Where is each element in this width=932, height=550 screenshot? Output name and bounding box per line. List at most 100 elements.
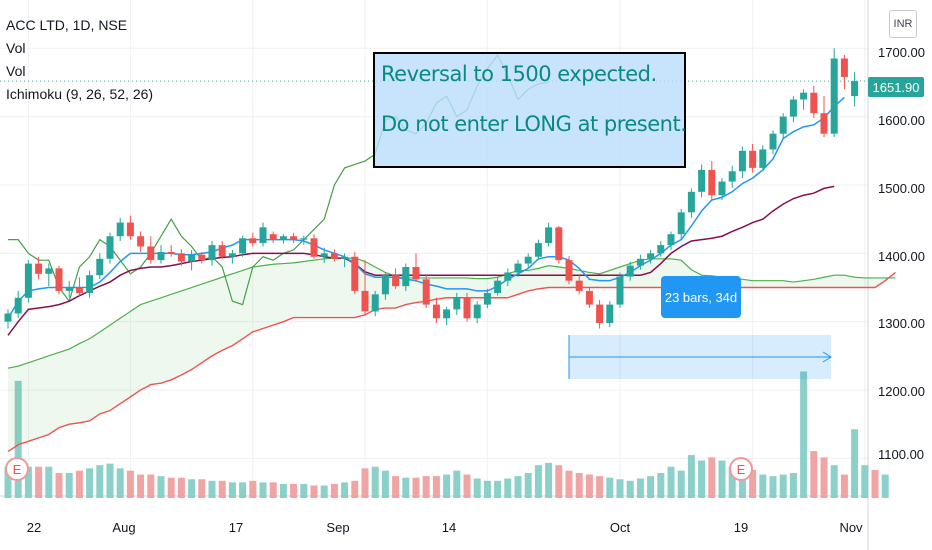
candle-body [606, 304, 614, 324]
candle-body [443, 309, 451, 319]
x-tick-label: Nov [839, 520, 863, 535]
candle-body [432, 304, 440, 319]
note-line-1: Reversal to 1500 expected. [381, 62, 657, 86]
candle-body [24, 263, 32, 298]
volume-bar [259, 482, 267, 498]
volume-bar [718, 460, 726, 498]
volume-bar [585, 474, 593, 498]
volume-bar [494, 480, 502, 498]
candle-body [106, 236, 114, 259]
leading-span-a [7, 257, 896, 369]
volume-bar [514, 476, 522, 498]
volume-bar [381, 470, 389, 498]
candle-body [351, 256, 359, 291]
candle-body [198, 254, 206, 261]
volume-bar [137, 474, 145, 498]
candle-body [218, 245, 226, 257]
candle-body [208, 245, 216, 261]
base-line [7, 185, 835, 336]
x-tick-label: Oct [609, 520, 631, 535]
volume-bar [310, 485, 318, 498]
volume-bar [167, 477, 175, 498]
y-tick-label: 1400.00 [878, 249, 925, 264]
volume-bar [698, 460, 706, 498]
volume-bar [524, 473, 532, 498]
volume-bar [177, 477, 185, 498]
y-tick-label: 1600.00 [878, 113, 925, 128]
date-range-arrow [822, 351, 832, 363]
volume-bar [769, 476, 777, 498]
candle-body [463, 297, 471, 319]
candle-body [596, 304, 604, 324]
indicator-volume-2[interactable]: Vol [6, 63, 26, 79]
volume-bar [820, 457, 828, 498]
volume-bar [759, 474, 767, 498]
candle-body [55, 268, 63, 291]
candle-body [545, 227, 553, 244]
candle-body [851, 81, 859, 97]
leading-span-b [7, 271, 896, 453]
volume-bar [504, 478, 512, 498]
candle-body [279, 236, 287, 240]
volume-bar [392, 476, 400, 498]
volume-bar [341, 482, 349, 498]
volume-bar [647, 476, 655, 498]
volume-bar [708, 457, 716, 498]
candle-body [290, 236, 298, 240]
candle-body [687, 191, 695, 213]
indicator-volume-1[interactable]: Vol [6, 40, 26, 56]
annotation-note[interactable]: Reversal to 1500 expected. Do not enter … [373, 52, 687, 168]
indicator-ichimoku[interactable]: Ichimoku (9, 26, 52, 26) [6, 86, 154, 102]
volume-bar [300, 483, 308, 498]
volume-bar [55, 473, 63, 498]
volume-bar [188, 479, 196, 498]
volume-bar [616, 479, 624, 498]
volume-bar [361, 468, 369, 498]
candle-body [738, 150, 746, 172]
candle-body [228, 253, 236, 257]
volume-bar [728, 466, 736, 498]
candle-body [320, 253, 328, 257]
candle-body [779, 116, 787, 134]
y-tick-label: 1100.00 [878, 447, 925, 462]
volume-bar [371, 466, 379, 498]
volume-bar [779, 474, 787, 498]
volume-bar [738, 465, 746, 498]
volume-bar [687, 455, 695, 498]
candle-body [820, 113, 828, 134]
candle-body [585, 290, 593, 305]
volume-bar [830, 465, 838, 498]
candle-body [555, 227, 563, 261]
currency-button[interactable]: INR [889, 10, 917, 38]
volume-bar [871, 469, 879, 498]
candle-body [759, 149, 767, 168]
volume-bar [881, 474, 889, 498]
candle-body [310, 238, 318, 257]
symbol-title[interactable]: ACC LTD, 1D, NSE [6, 17, 128, 33]
volume-bar [606, 477, 614, 498]
earnings-marker[interactable]: E [5, 457, 29, 481]
candle-body [86, 275, 94, 293]
volume-bar [218, 480, 226, 498]
volume-bar [198, 479, 206, 498]
candle-body [300, 238, 308, 240]
volume-bar [749, 469, 757, 498]
candle-body [708, 169, 716, 196]
volume-bar [473, 478, 481, 498]
volume-bar [239, 482, 247, 498]
candle-body [504, 272, 512, 281]
candle-body [45, 268, 53, 274]
volume-bar [35, 466, 43, 498]
volume-bar [565, 470, 573, 498]
candle-body [14, 297, 22, 314]
x-tick-label: 19 [733, 520, 749, 535]
candle-body [647, 253, 655, 259]
volume-bar [412, 477, 420, 498]
earnings-marker[interactable]: E [729, 457, 753, 481]
volume-bar [657, 473, 665, 498]
volume-bar [96, 465, 104, 498]
candle-body [147, 246, 155, 261]
volume-bar [65, 473, 73, 498]
volume-bar [636, 478, 644, 498]
